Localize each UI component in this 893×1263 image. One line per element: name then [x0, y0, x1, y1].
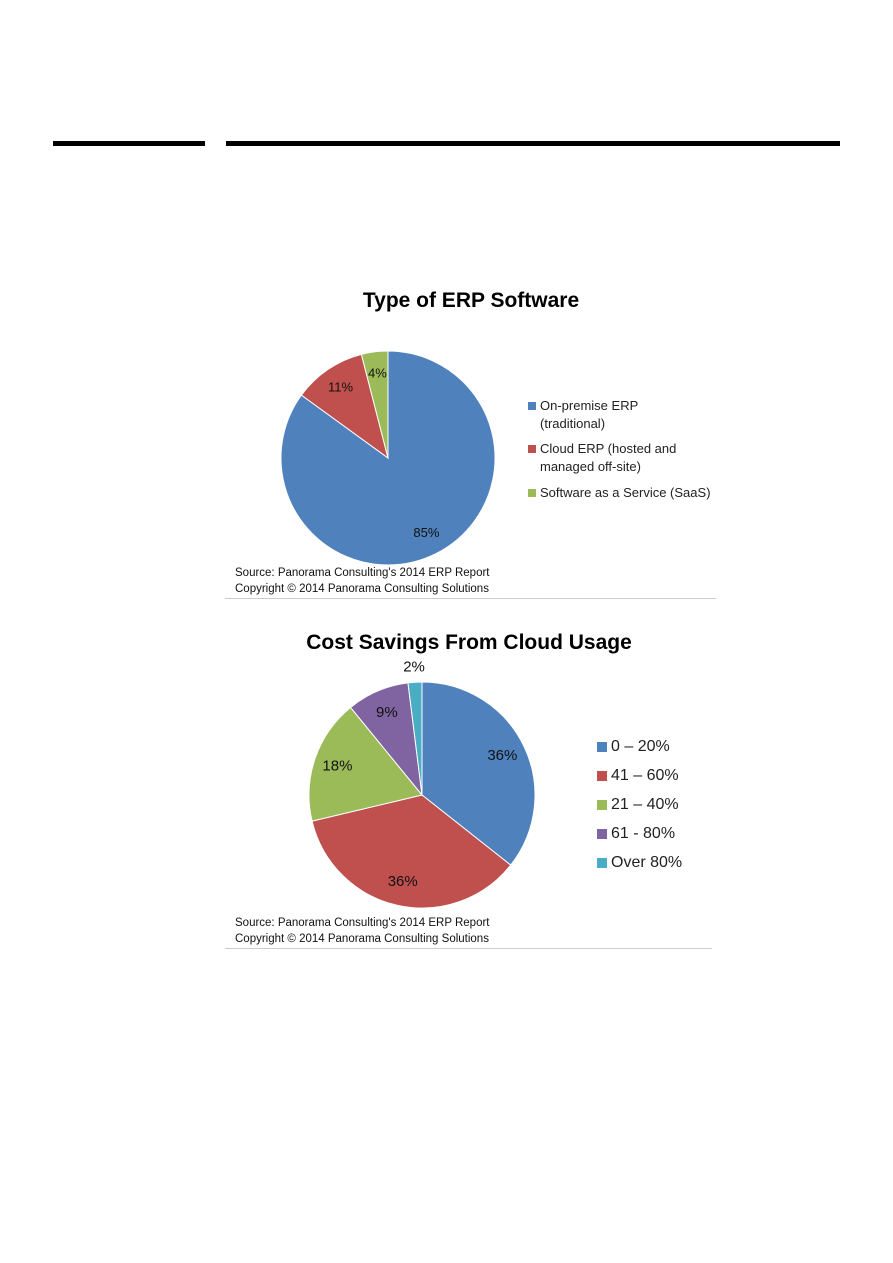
legend-swatch [528, 444, 536, 453]
data-label: 36% [487, 747, 517, 764]
legend-swatch [528, 401, 536, 410]
source-note: Source: Panorama Consulting's 2014 ERP R… [235, 917, 490, 929]
chart-rule [225, 948, 712, 949]
data-label: 85% [413, 525, 439, 540]
header-rule [226, 141, 840, 146]
legend-label: On-premise ERP (traditional) [540, 398, 639, 431]
data-label: 18% [322, 757, 352, 774]
legend-swatch [528, 488, 536, 497]
legend-item: 0 – 20% [597, 736, 811, 758]
legend-label: 61 - 80% [611, 825, 676, 842]
legend-item: On-premise ERP (traditional) [528, 397, 700, 432]
legend-swatch [597, 857, 607, 868]
legend-label: Software as a Service (SaaS) [540, 485, 711, 500]
legend-label: Cloud ERP (hosted and managed off-site) [540, 441, 677, 474]
legend-swatch [597, 828, 607, 839]
pie-slice [308, 706, 423, 822]
copyright-note: Copyright © 2014 Panorama Consulting Sol… [235, 933, 489, 945]
legend-label: 41 – 60% [611, 767, 679, 784]
source-note: Source: Panorama Consulting's 2014 ERP R… [235, 567, 490, 579]
legend-label: Over 80% [611, 854, 683, 871]
chart-rule [225, 598, 716, 599]
pie-slice [407, 681, 423, 796]
copyright-note: Copyright © 2014 Panorama Consulting Sol… [235, 583, 489, 595]
legend-swatch [597, 770, 607, 781]
data-label: 9% [376, 704, 398, 721]
pie-slice [360, 350, 389, 459]
legend-item: 41 – 60% [597, 765, 811, 787]
data-label: 11% [328, 380, 353, 395]
legend-label: 21 – 40% [611, 796, 679, 813]
chart-title: Type of ERP Software [362, 289, 580, 312]
pie-slice [280, 350, 496, 566]
legend-swatch [597, 741, 607, 752]
chart-title: Cost Savings From Cloud Usage [306, 631, 632, 654]
legend-item: 61 - 80% [597, 823, 811, 845]
legend-item: Software as a Service (SaaS) [528, 484, 711, 502]
pie-slice [421, 681, 536, 866]
data-label: 36% [388, 873, 418, 890]
data-label: 2% [403, 659, 425, 676]
legend-swatch [597, 799, 607, 810]
legend-item: Over 80% [597, 852, 811, 874]
data-label: 4% [368, 366, 387, 381]
pie-slice [311, 794, 512, 909]
legend-item: Cloud ERP (hosted and managed off-site) [528, 440, 700, 475]
header-rule [53, 141, 205, 146]
pie-slice [300, 353, 389, 460]
legend-item: 21 – 40% [597, 794, 811, 816]
legend-label: 0 – 20% [611, 738, 670, 755]
